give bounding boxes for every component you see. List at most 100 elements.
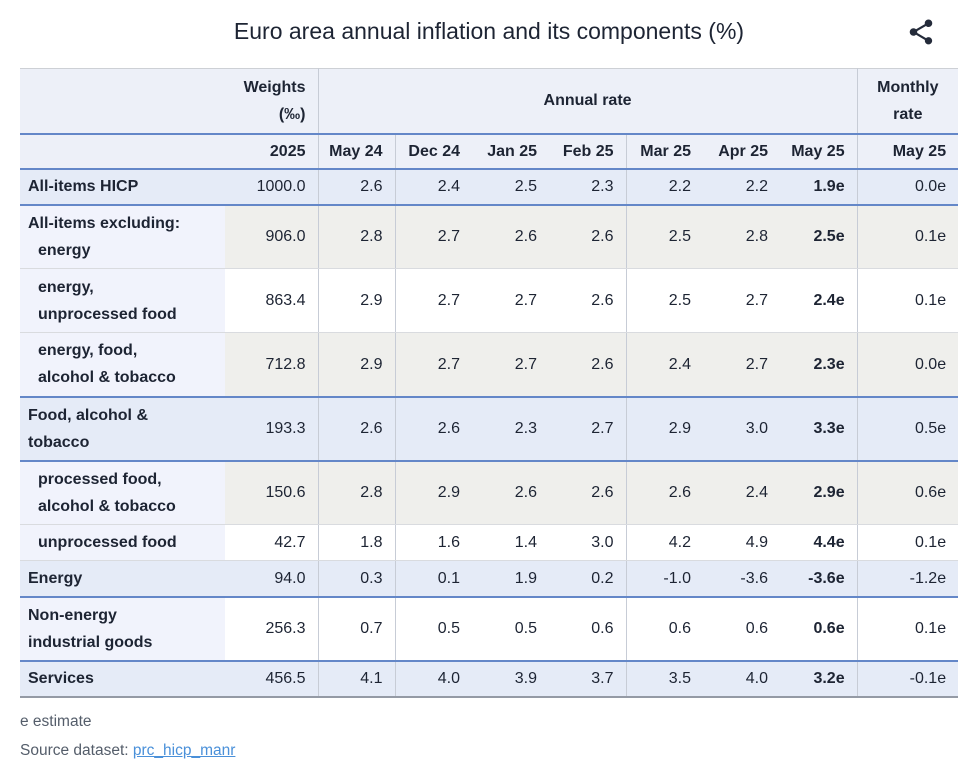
annual-rate-cell: 2.9 xyxy=(318,268,396,333)
monthly-rate-cell: 0.1e xyxy=(856,268,959,333)
annual-rate-cell: 2.7 xyxy=(395,332,472,398)
annual-rate-cell: 0.3 xyxy=(318,560,396,598)
empty-header-cell xyxy=(20,133,225,170)
table-footer: e estimate Source dataset: prc_hicp_manr xyxy=(20,713,978,760)
monthly-rate-cell: -0.1e xyxy=(856,660,959,697)
row-label-line: Services xyxy=(28,670,94,687)
annual-rate-cell: 2.2 xyxy=(626,168,703,206)
annual-rate-cell: 2.7 xyxy=(395,204,472,269)
table-row: All-items excluding: energy 906.0 2.8 2.7 2.6… xyxy=(20,204,959,269)
annual-rate-cell: 2.3e xyxy=(780,332,858,398)
row-label-line: Non-energy xyxy=(28,606,117,624)
source-label: Source dataset: xyxy=(20,741,129,759)
annual-rate-cell: 2.3 xyxy=(472,396,549,462)
annual-rate-cell: 4.9 xyxy=(703,524,780,561)
annual-rate-cell: 2.7 xyxy=(395,268,472,333)
annual-rate-cell: 2.6 xyxy=(549,204,627,269)
annual-rate-cell: 2.9e xyxy=(780,460,858,525)
annual-rate-cell: 2.4e xyxy=(780,268,858,333)
annual-rate-cell: 0.6 xyxy=(626,596,703,662)
annual-rate-cell: 4.4e xyxy=(780,524,858,561)
weight-cell: 863.4 xyxy=(225,268,319,333)
table-row: Non-energy industrial goods 256.3 0.7 0.5 0.5… xyxy=(20,596,959,662)
weights-header-unit: (‰) xyxy=(278,105,306,123)
row-label: Services xyxy=(20,660,225,697)
table-row: Services 456.5 4.1 4.0 3.9 3.7 3.5 4.0 3.2e -0.1e xyxy=(20,660,959,697)
month-header: May 25 xyxy=(780,133,858,170)
source-line: Source dataset: prc_hicp_manr xyxy=(20,742,978,760)
annual-rate-cell: 4.0 xyxy=(395,660,472,697)
annual-rate-cell: 0.6 xyxy=(703,596,780,662)
annual-rate-cell: 2.5 xyxy=(626,268,703,333)
row-label: energy, food, alcohol & tobacco xyxy=(20,332,225,398)
month-header: Apr 25 xyxy=(703,133,780,170)
weight-cell: 150.6 xyxy=(225,460,319,525)
row-label-line: Food, alcohol & xyxy=(28,406,148,424)
row-label: All-items excluding: energy xyxy=(20,204,225,269)
weights-year-header: 2025 xyxy=(225,133,319,170)
annual-rate-cell: 2.4 xyxy=(395,168,472,206)
table-row: energy, unprocessed food 863.4 2.9 2.7 2.7 2.6… xyxy=(20,268,959,333)
annual-rate-cell: 3.9 xyxy=(472,660,549,697)
annual-rate-cell: 2.9 xyxy=(318,332,396,398)
weight-cell: 193.3 xyxy=(225,396,319,462)
table-row: processed food, alcohol & tobacco 150.6 2.8… xyxy=(20,460,959,525)
annual-rate-cell: 2.6 xyxy=(395,396,472,462)
annual-rate-cell: 4.1 xyxy=(318,660,396,697)
monthly-rate-cell: 0.1e xyxy=(856,596,959,662)
annual-rate-cell: 1.9e xyxy=(780,168,858,206)
annual-rate-cell: 0.6e xyxy=(780,596,858,662)
table-row: Energy 94.0 0.3 0.1 1.9 0.2 -1.0 -3.6 -3.6e -1.2e xyxy=(20,560,959,598)
monthly-rate-cell: 0.6e xyxy=(856,460,959,525)
monthly-rate-cell: 0.1e xyxy=(856,204,959,269)
annual-rate-header: Annual rate xyxy=(318,68,858,135)
month-header: May 24 xyxy=(318,133,396,170)
weights-header: Weights (‰) xyxy=(20,68,319,135)
row-label: All-items HICP xyxy=(20,168,225,206)
annual-rate-cell: 2.6 xyxy=(472,204,549,269)
annual-rate-cell: 2.9 xyxy=(395,460,472,525)
annual-rate-cell: 2.5e xyxy=(780,204,858,269)
row-label-line: unprocessed food xyxy=(38,534,177,551)
annual-rate-cell: -1.0 xyxy=(626,560,703,598)
share-button[interactable] xyxy=(904,16,938,50)
monthly-month-header: May 25 xyxy=(856,133,959,170)
annual-rate-cell: 2.5 xyxy=(472,168,549,206)
inflation-table: Weights (‰) Annual rate Monthly rate 202… xyxy=(20,68,959,698)
annual-rate-cell: 2.6 xyxy=(549,460,627,525)
weight-cell: 94.0 xyxy=(225,560,319,598)
annual-rate-cell: 1.8 xyxy=(318,524,396,561)
annual-rate-cell: 0.1 xyxy=(395,560,472,598)
row-label-line: industrial goods xyxy=(28,633,153,651)
row-label-line: energy, xyxy=(38,278,94,296)
page-title: Euro area annual inflation and its compo… xyxy=(233,18,745,44)
annual-rate-cell: 0.5 xyxy=(472,596,549,662)
annual-rate-cell: 3.0 xyxy=(549,524,627,561)
weight-cell: 1000.0 xyxy=(225,168,319,206)
annual-rate-cell: 2.7 xyxy=(703,268,780,333)
header-group-row: Weights (‰) Annual rate Monthly rate xyxy=(20,68,959,135)
dataset-link[interactable]: prc_hicp_manr xyxy=(132,741,236,759)
annual-rate-cell: 4.0 xyxy=(703,660,780,697)
estimate-note: e estimate xyxy=(20,712,92,730)
monthly-rate-header: Monthly rate xyxy=(856,68,959,135)
annual-rate-cell: 0.7 xyxy=(318,596,396,662)
table-row: energy, food, alcohol & tobacco 712.8 2.9 2.… xyxy=(20,332,959,398)
month-header: Mar 25 xyxy=(626,133,703,170)
row-label-line: alcohol & tobacco xyxy=(38,369,176,387)
annual-rate-cell: 0.6 xyxy=(549,596,627,662)
annual-rate-cell: 3.0 xyxy=(703,396,780,462)
row-label-line: energy xyxy=(38,241,91,259)
month-header: Feb 25 xyxy=(549,133,627,170)
annual-rate-cell: 2.6 xyxy=(549,268,627,333)
title-bar: Euro area annual inflation and its compo… xyxy=(0,0,978,68)
annual-rate-cell: 2.6 xyxy=(318,396,396,462)
annual-rate-cell: 3.5 xyxy=(626,660,703,697)
row-label-line: All-items HICP xyxy=(28,178,139,195)
monthly-rate-cell: 0.0e xyxy=(856,332,959,398)
annual-rate-cell: 2.6 xyxy=(318,168,396,206)
annual-rate-cell: 0.5 xyxy=(395,596,472,662)
annual-rate-cell: 1.6 xyxy=(395,524,472,561)
row-label-line: Energy xyxy=(28,569,83,587)
annual-rate-cell: 0.2 xyxy=(549,560,627,598)
